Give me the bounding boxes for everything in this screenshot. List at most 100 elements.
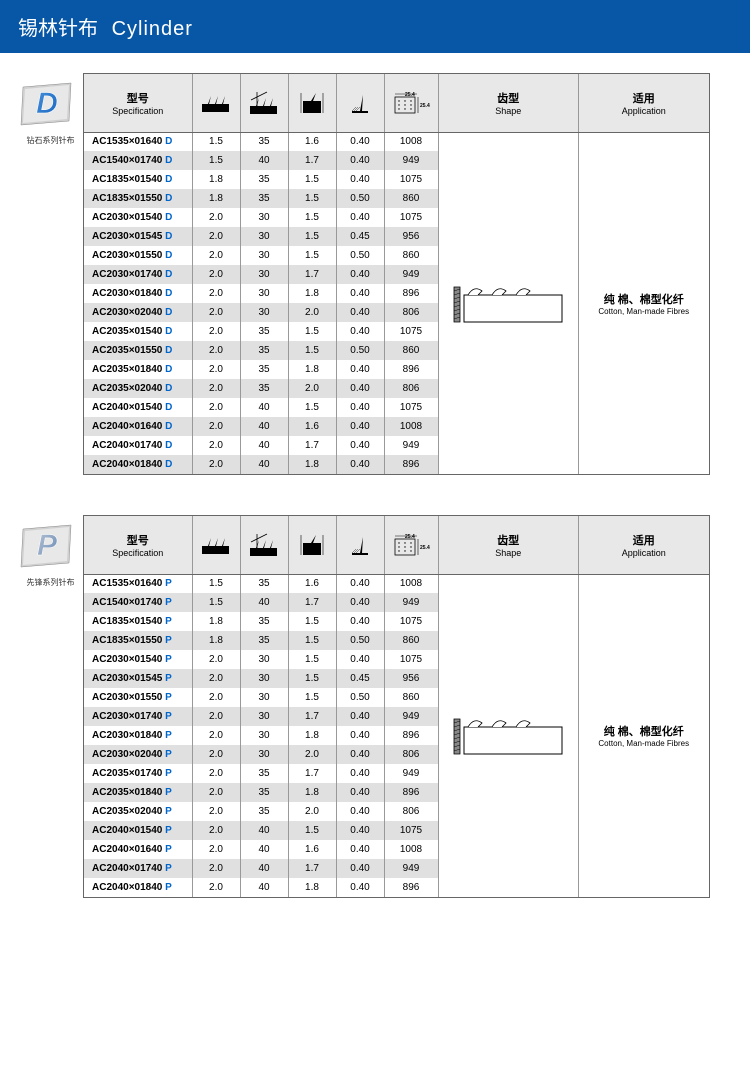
- cell-value: 0.50: [336, 246, 384, 265]
- cell-value: 0.40: [336, 783, 384, 802]
- cell-value: 860: [384, 341, 438, 360]
- page-body: D 钻石系列针布型号Specification25.425.4AC1535×016…: [0, 53, 750, 958]
- cell-spec: AC2030×01545 D: [84, 227, 192, 246]
- table-row: AC2030×01740 D2.0301.70.40949: [84, 265, 438, 284]
- cell-spec: AC2035×01740 P: [84, 764, 192, 783]
- cell-value: 2.0: [192, 878, 240, 897]
- cell-value: 2.0: [192, 417, 240, 436]
- cell-value: 1.6: [288, 417, 336, 436]
- cell-value: 0.40: [336, 417, 384, 436]
- col-app: 适用Application: [579, 516, 709, 574]
- cell-value: 896: [384, 726, 438, 745]
- cell-spec: AC1540×01740 D: [84, 151, 192, 170]
- cell-value: 860: [384, 631, 438, 650]
- cell-value: 2.0: [288, 303, 336, 322]
- cell-value: 1008: [384, 840, 438, 859]
- table-row: AC2030×01545 P2.0301.50.45956: [84, 669, 438, 688]
- cell-value: 35: [240, 612, 288, 631]
- cell-value: 1.5: [192, 574, 240, 593]
- cell-value: 0.40: [336, 360, 384, 379]
- cell-value: 35: [240, 322, 288, 341]
- cell-spec: AC1835×01540 D: [84, 170, 192, 189]
- cell-value: 40: [240, 398, 288, 417]
- cell-value: 0.40: [336, 612, 384, 631]
- cell-value: 30: [240, 669, 288, 688]
- cell-value: 35: [240, 802, 288, 821]
- cell-value: 1.5: [192, 593, 240, 612]
- cell-value: 1.8: [288, 284, 336, 303]
- cell-value: 806: [384, 303, 438, 322]
- cell-value: 2.0: [192, 322, 240, 341]
- cell-value: 40: [240, 859, 288, 878]
- cell-value: 1.8: [288, 726, 336, 745]
- cell-spec: AC1835×01540 P: [84, 612, 192, 631]
- cell-spec: AC2040×01640 P: [84, 840, 192, 859]
- cell-spec: AC2035×01840 D: [84, 360, 192, 379]
- table-row: AC2035×01540 D2.0351.50.401075: [84, 322, 438, 341]
- cell-value: 896: [384, 455, 438, 474]
- cell-value: 2.0: [192, 783, 240, 802]
- cell-value: 0.40: [336, 208, 384, 227]
- tables-wrap: 型号Specification25.425.4AC1535×01640 P1.5…: [83, 515, 710, 898]
- side-table: 齿型Shape适用Application纯 棉、棉型化纤Cotton, Man-…: [439, 74, 709, 474]
- svg-text:P: P: [37, 529, 58, 562]
- header-cn: 锡林针布: [18, 18, 98, 40]
- cell-spec: AC1535×01640 D: [84, 132, 192, 151]
- cell-value: 0.40: [336, 574, 384, 593]
- svg-text:25.4: 25.4: [420, 103, 430, 109]
- table-row: AC1835×01540 P1.8351.50.401075: [84, 612, 438, 631]
- spec-table: 型号Specification25.425.4AC1535×01640 D1.5…: [84, 74, 439, 474]
- cell-value: 1.7: [288, 859, 336, 878]
- brand-logo: P: [18, 517, 76, 575]
- col-icon-4: [336, 74, 384, 132]
- cell-spec: AC2030×01540 D: [84, 208, 192, 227]
- brand-logo: D: [18, 75, 76, 133]
- cell-value: 0.40: [336, 593, 384, 612]
- cell-value: 1.5: [288, 398, 336, 417]
- table-row: AC2040×01540 D2.0401.50.401075: [84, 398, 438, 417]
- cell-value: 0.40: [336, 821, 384, 840]
- table-row: AC2035×02040 P2.0352.00.40806: [84, 802, 438, 821]
- cell-spec: AC2030×01545 P: [84, 669, 192, 688]
- cell-value: 1.8: [192, 170, 240, 189]
- shape-cell: [439, 574, 579, 897]
- cell-value: 0.40: [336, 151, 384, 170]
- cell-spec: AC2040×01640 D: [84, 417, 192, 436]
- col-icon-2: [240, 74, 288, 132]
- cell-value: 2.0: [288, 745, 336, 764]
- cell-value: 0.40: [336, 436, 384, 455]
- header-en: Cylinder: [112, 18, 193, 40]
- cell-spec: AC2030×01840 P: [84, 726, 192, 745]
- cell-value: 35: [240, 379, 288, 398]
- cell-value: 1075: [384, 170, 438, 189]
- cell-value: 40: [240, 417, 288, 436]
- cell-value: 30: [240, 707, 288, 726]
- cell-value: 2.0: [192, 360, 240, 379]
- cell-value: 1.5: [192, 151, 240, 170]
- cell-value: 0.40: [336, 707, 384, 726]
- col-app: 适用Application: [579, 74, 709, 132]
- cell-value: 860: [384, 688, 438, 707]
- cell-spec: AC2040×01740 D: [84, 436, 192, 455]
- brand-subtitle: 钻石系列针布: [18, 135, 83, 146]
- col-shape: 齿型Shape: [439, 74, 579, 132]
- cell-spec: AC2035×02040 D: [84, 379, 192, 398]
- cell-spec: AC2040×01740 P: [84, 859, 192, 878]
- col-icon-1: [192, 74, 240, 132]
- cell-value: 1075: [384, 322, 438, 341]
- side-table: 齿型Shape适用Application纯 棉、棉型化纤Cotton, Man-…: [439, 516, 709, 897]
- cell-value: 949: [384, 859, 438, 878]
- table-row: AC2035×01740 P2.0351.70.40949: [84, 764, 438, 783]
- table-row: AC2035×01840 P2.0351.80.40896: [84, 783, 438, 802]
- cell-value: 1075: [384, 650, 438, 669]
- cell-value: 2.0: [192, 227, 240, 246]
- cell-spec: AC2030×01550 D: [84, 246, 192, 265]
- cell-value: 30: [240, 246, 288, 265]
- table-row: AC1535×01640 P1.5351.60.401008: [84, 574, 438, 593]
- cell-value: 949: [384, 707, 438, 726]
- spec-table: 型号Specification25.425.4AC1535×01640 P1.5…: [84, 516, 439, 897]
- cell-value: 2.0: [192, 208, 240, 227]
- cell-value: 1.5: [288, 227, 336, 246]
- cell-value: 949: [384, 764, 438, 783]
- cell-value: 35: [240, 189, 288, 208]
